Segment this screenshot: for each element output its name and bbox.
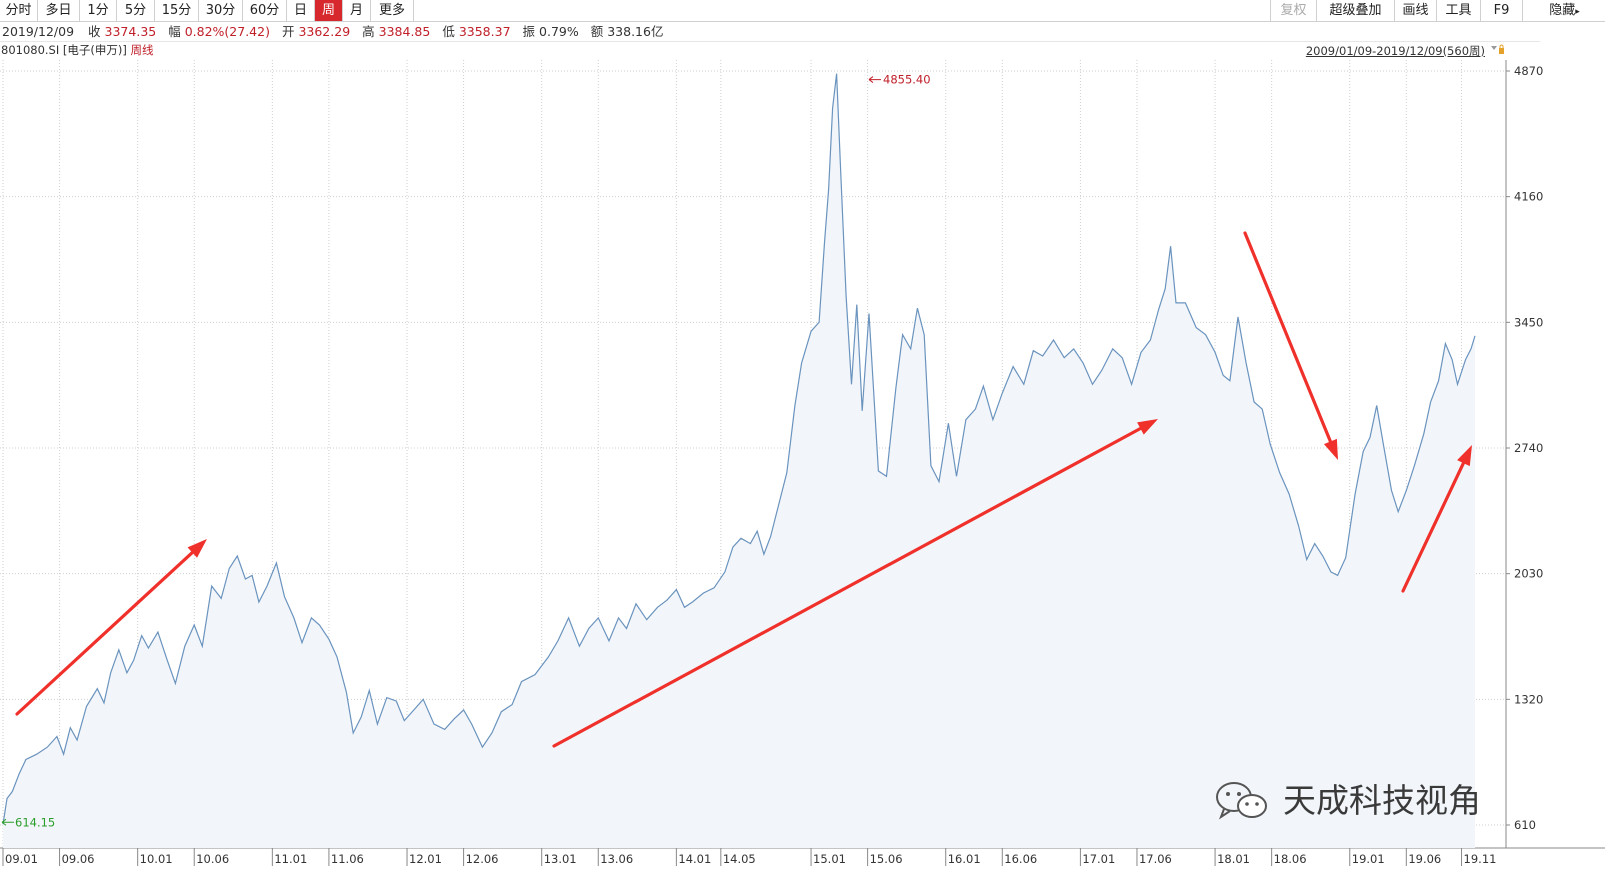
y-tick-label: 610 (1514, 818, 1536, 832)
amount-value: 338.16亿 (607, 24, 664, 39)
y-tick-label: 3450 (1514, 315, 1543, 329)
y-tick-label: 4160 (1514, 190, 1543, 204)
x-tick-label: 09.01 (5, 852, 38, 866)
change-label: 幅 (168, 24, 181, 39)
tab-intraday[interactable]: 分时 (0, 0, 38, 21)
low-value: 3358.37 (458, 24, 511, 39)
x-tick-label: 15.06 (870, 852, 903, 866)
tab-multi-day[interactable]: 多日 (38, 0, 80, 21)
tab-60min[interactable]: 60分 (243, 0, 287, 21)
trend-arrow-shaft (552, 426, 1143, 748)
hide-button[interactable]: 隐藏▸ (1522, 0, 1605, 21)
amount-label: 额 (590, 24, 604, 39)
price-area (3, 73, 1475, 848)
x-tick-label: 16.06 (1004, 852, 1037, 866)
wechat-icon (1216, 782, 1267, 820)
trend-arrow-head-icon (187, 539, 207, 558)
tab-5min[interactable]: 5分 (117, 0, 155, 21)
tab-15min[interactable]: 15分 (155, 0, 199, 21)
x-axis: 09.01 09.06 10.01 10.06 11.01 11.06 12.01 12.06… (2, 848, 1497, 866)
instrument-row: 801080.SI [电子(申万)] 周线 (0, 42, 154, 58)
close-value: 3374.35 (104, 24, 157, 39)
trend-arrow-shaft (1401, 461, 1466, 593)
x-tick-label: 09.06 (62, 852, 95, 866)
caret-right-icon: ▸ (1575, 7, 1580, 17)
hide-button-label: 隐藏 (1549, 3, 1576, 18)
low-label: 低 (442, 24, 455, 39)
trend-arrow-shaft (1243, 231, 1333, 444)
x-tick-label: 18.01 (1217, 852, 1250, 866)
y-tick-label: 1320 (1514, 692, 1543, 706)
y-tick-label: 4870 (1514, 64, 1543, 78)
x-tick-label: 16.01 (948, 852, 981, 866)
x-tick-label: 11.06 (331, 852, 364, 866)
tab-weekly[interactable]: 周 (315, 0, 343, 21)
x-tick-label: 19.11 (1464, 852, 1497, 866)
f9-button[interactable]: F9 (1480, 0, 1522, 21)
x-tick-label: 14.05 (723, 852, 756, 866)
trend-arrow-shaft (15, 550, 194, 716)
x-tick-label: 18.06 (1274, 852, 1307, 866)
x-tick-label: 13.06 (600, 852, 633, 866)
draw-line-button[interactable]: 画线 (1394, 0, 1436, 21)
period-toolbar: 分时 多日 1分 5分 15分 30分 60分 日 周 月 更多 复权 超级叠加… (0, 0, 1605, 22)
x-tick-label: 17.01 (1082, 852, 1115, 866)
open-value: 3362.29 (298, 24, 351, 39)
tab-more[interactable]: 更多 (371, 0, 414, 21)
high-value: 3384.85 (378, 24, 431, 39)
y-axis: 4870 4160 3450 2740 2030 1320 610 (1506, 64, 1543, 832)
instrument-code: 801080.SI (1, 43, 60, 57)
x-tick-label: 13.01 (544, 852, 577, 866)
y-tick-label: 2030 (1514, 567, 1543, 581)
x-tick-label: 12.01 (409, 852, 442, 866)
high-label: 高 (362, 24, 375, 39)
change-value: 0.82%(27.42) (184, 24, 270, 39)
x-tick-label: 11.01 (274, 852, 307, 866)
tab-1min[interactable]: 1分 (80, 0, 117, 21)
open-label: 开 (281, 24, 295, 39)
trend-arrow-head-icon (1137, 419, 1158, 435)
watermark-text: 天成科技视角 (1283, 781, 1481, 820)
max-pointer-icon (868, 76, 881, 83)
dropdown-lock-icon[interactable] (1490, 44, 1504, 55)
max-value-label: 4855.40 (883, 73, 931, 87)
instrument-name: [电子(申万)] (62, 43, 127, 57)
tools-button[interactable]: 工具 (1436, 0, 1480, 21)
x-tick-label: 10.06 (196, 852, 229, 866)
trend-arrow-head-icon (1457, 445, 1472, 467)
quote-bar: 2019/12/09 收 3374.35 幅 0.82%(27.42) 开 33… (0, 22, 1540, 42)
tab-daily[interactable]: 日 (287, 0, 315, 21)
x-tick-label: 15.01 (813, 852, 846, 866)
x-tick-label: 14.01 (678, 852, 711, 866)
trend-arrow-head-icon (1323, 438, 1338, 460)
price-line (2, 73, 1476, 825)
period-label: 周线 (130, 43, 154, 57)
quote-date: 2019/12/09 (2, 24, 75, 39)
date-range-link[interactable]: 2009/01/09-2019/12/09(560周) (1305, 44, 1485, 58)
x-tick-label: 19.01 (1352, 852, 1385, 866)
x-tick-label: 19.06 (1408, 852, 1441, 866)
min-value-label: 614.15 (15, 815, 55, 829)
chart-annotations: 4855.40 614.15 (1, 73, 931, 829)
adjust-button[interactable]: 复权 (1270, 0, 1316, 21)
x-tick-label: 10.01 (140, 852, 173, 866)
y-tick-label: 2740 (1514, 441, 1543, 455)
min-pointer-icon (1, 818, 14, 826)
trend-arrows (15, 231, 1472, 748)
tab-30min[interactable]: 30分 (199, 0, 243, 21)
overlay-button[interactable]: 超级叠加 (1316, 0, 1394, 21)
amplitude-value: 0.79% (539, 24, 579, 39)
amplitude-label: 振 (522, 24, 536, 39)
close-label: 收 (88, 24, 101, 39)
tab-monthly[interactable]: 月 (343, 0, 371, 21)
x-tick-label: 17.06 (1139, 852, 1172, 866)
x-tick-label: 12.06 (466, 852, 499, 866)
